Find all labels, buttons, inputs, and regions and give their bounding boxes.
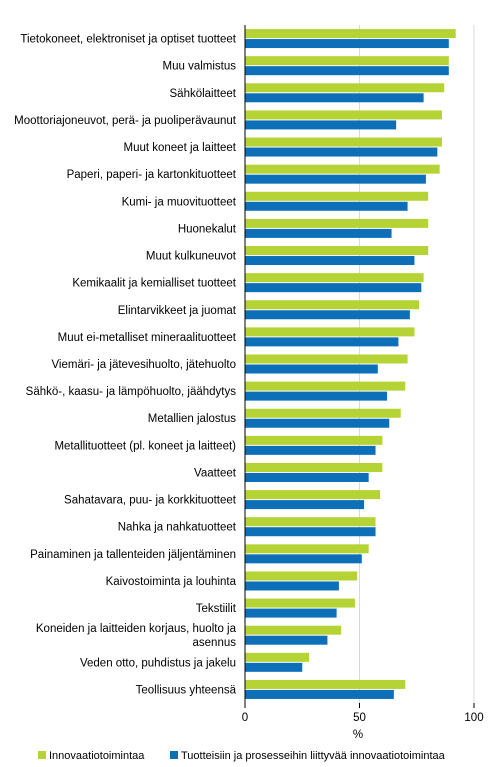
bar-innovaatiotoimintaa-17 [245,490,381,500]
bar-innovaatiotoimintaa-21 [245,598,355,608]
category-label-14: Metallien jalostus [148,413,236,425]
bar-innovaatiotoimintaa-19 [245,544,369,554]
category-label-11: Muut ei-metalliset mineraalituotteet [58,332,237,344]
bar-tuotteisiin-10 [245,310,410,320]
bar-innovaatiotoimintaa-10 [245,300,420,310]
bar-innovaatiotoimintaa-8 [245,246,429,256]
category-label-15: Metallituotteet (pl. koneet ja laitteet) [54,440,236,452]
category-label-17: Sahatavara, puu- ja korkkituotteet [64,495,237,507]
bar-innovaatiotoimintaa-18 [245,517,376,527]
bar-innovaatiotoimintaa-14 [245,408,401,418]
legend-swatch-innovaatiotoimintaa [38,751,46,759]
bar-innovaatiotoimintaa-7 [245,218,429,228]
bar-tuotteisiin-22 [245,635,328,645]
x-tick-label-0: 0 [242,712,248,724]
bar-innovaatiotoimintaa-15 [245,435,383,445]
bar-innovaatiotoimintaa-23 [245,652,310,662]
bar-innovaatiotoimintaa-5 [245,164,440,174]
category-label-3: Moottoriajoneuvot, perä- ja puoliperävau… [14,115,237,127]
category-label-8: Muut kulkuneuvot [146,251,237,263]
category-label-21: Tekstiilit [196,603,237,615]
bar-tuotteisiin-18 [245,527,376,537]
bar-tuotteisiin-9 [245,283,422,293]
bar-tuotteisiin-14 [245,418,390,428]
bar-tuotteisiin-17 [245,500,365,510]
bar-innovaatiotoimintaa-16 [245,462,383,472]
x-tick-label-50: 50 [353,712,366,724]
bar-tuotteisiin-20 [245,581,339,591]
bar-innovaatiotoimintaa-3 [245,110,442,120]
category-labels: Tietokoneet, elektroniset ja optiset tuo… [14,34,237,697]
category-label-5: Paperi, paperi- ja kartonkituotteet [67,169,237,181]
bar-tuotteisiin-7 [245,228,392,238]
bar-tuotteisiin-24 [245,689,394,699]
bar-innovaatiotoimintaa-9 [245,273,424,283]
category-label-10: Elintarvikkeet ja juomat [118,305,237,317]
bar-innovaatiotoimintaa-22 [245,625,342,635]
bar-innovaatiotoimintaa-12 [245,354,408,364]
category-label-18: Nahka ja nahkatuotteet [118,522,237,534]
bar-tuotteisiin-6 [245,201,408,211]
bar-innovaatiotoimintaa-20 [245,571,358,581]
bar-innovaatiotoimintaa-24 [245,679,406,689]
category-label-13: Sähkö-, kaasu- ja lämpöhuolto, jäähdytys [26,386,237,398]
bar-tuotteisiin-11 [245,337,399,347]
bar-innovaatiotoimintaa-4 [245,137,442,147]
bar-tuotteisiin-21 [245,608,337,618]
x-tick-label-100: 100 [464,712,483,724]
bar-tuotteisiin-15 [245,445,376,455]
bar-innovaatiotoimintaa-11 [245,327,415,337]
bar-tuotteisiin-13 [245,391,387,401]
category-label-12: Viemäri- ja jätevesihuolto, jätehuolto [51,359,236,371]
bar-tuotteisiin-8 [245,256,415,266]
category-label-6: Kumi- ja muovituotteet [122,196,237,208]
bar-innovaatiotoimintaa-0 [245,29,456,39]
x-axis-title: % [353,729,363,741]
bar-tuotteisiin-5 [245,174,426,184]
category-label-0: Tietokoneet, elektroniset ja optiset tuo… [20,34,236,46]
category-label-19: Painaminen ja tallenteiden jäljentäminen [30,549,236,561]
category-label-24: Teollisuus yhteensä [136,684,237,696]
category-label-22-line-0: Koneiden ja laitteiden korjaus, huolto j… [36,623,237,635]
category-label-2: Sähkölaitteet [170,88,237,100]
bar-innovaatiotoimintaa-2 [245,83,445,93]
bar-tuotteisiin-19 [245,554,362,564]
category-label-9: Kemikaalit ja kemialliset tuotteet [72,278,236,290]
bar-tuotteisiin-4 [245,147,438,157]
bar-tuotteisiin-1 [245,66,449,76]
bar-innovaatiotoimintaa-6 [245,191,429,201]
legend-label-tuotteisiin: Tuotteisiin ja prosesseihin liittyvää in… [181,750,446,762]
legend-label-innovaatiotoimintaa: Innovaatiotoimintaa [49,750,145,762]
category-label-22-line-1: asennus [193,637,237,649]
bar-tuotteisiin-23 [245,662,303,672]
bar-tuotteisiin-0 [245,39,449,49]
legend: Innovaatiotoimintaa Tuotteisiin ja prose… [38,750,446,762]
bar-innovaatiotoimintaa-13 [245,381,406,391]
bar-tuotteisiin-3 [245,120,397,130]
category-label-16: Vaatteet [194,467,237,479]
category-label-7: Huonekalut [178,223,237,235]
legend-swatch-tuotteisiin [170,751,178,759]
category-label-4: Muut koneet ja laitteet [123,142,236,154]
x-axis-ticks: 0 50 100 [242,703,484,724]
bars [245,29,456,699]
category-label-1: Muu valmistus [163,61,237,73]
bar-tuotteisiin-2 [245,93,424,103]
bar-innovaatiotoimintaa-1 [245,56,449,66]
bar-tuotteisiin-12 [245,364,378,374]
category-label-23: Veden otto, puhdistus ja jakelu [80,657,236,669]
bar-tuotteisiin-16 [245,472,369,482]
category-label-20: Kaivostoiminta ja louhinta [106,576,237,588]
